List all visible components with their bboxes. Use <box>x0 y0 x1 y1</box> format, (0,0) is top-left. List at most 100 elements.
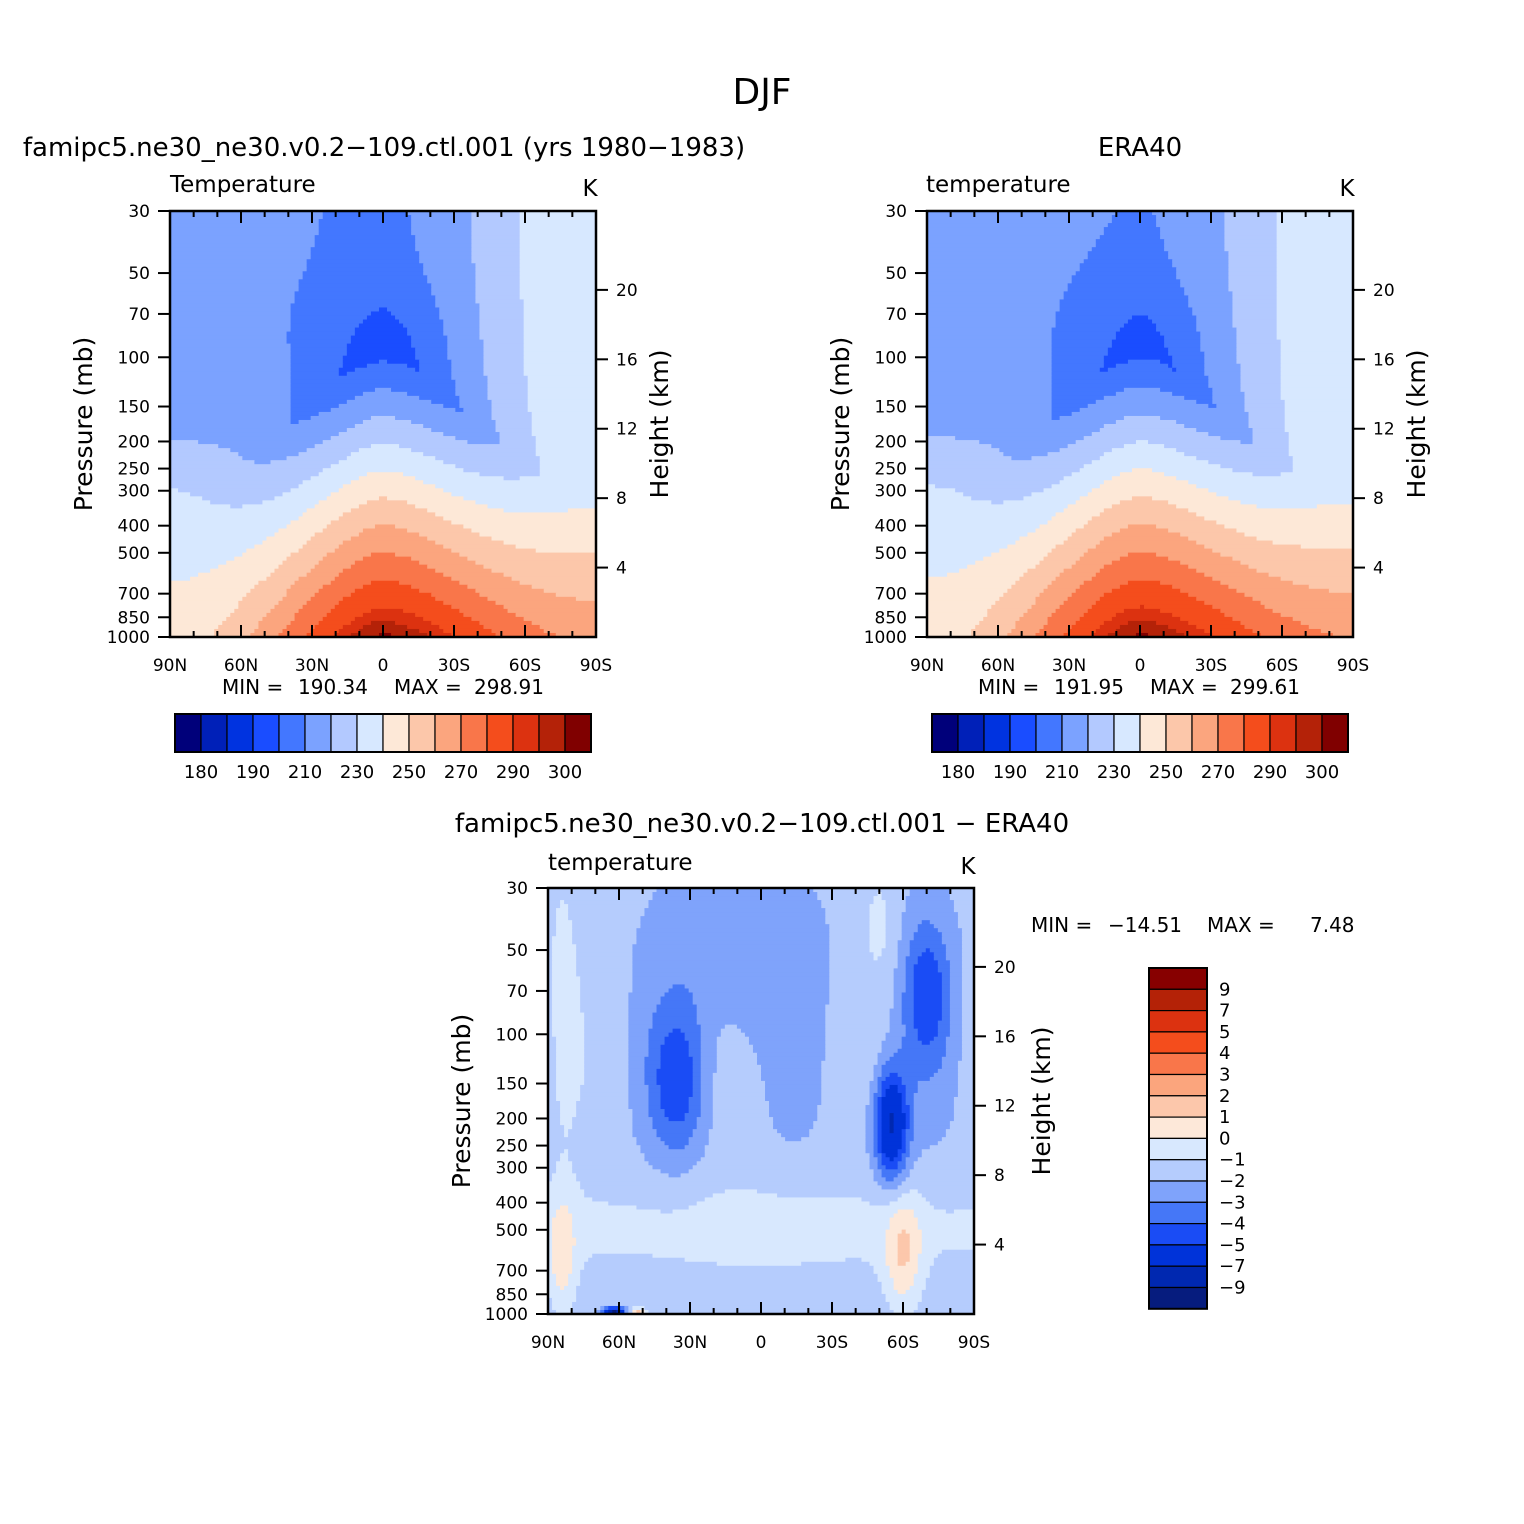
field-cell <box>407 211 473 216</box>
field-cell <box>170 492 191 497</box>
field-cell <box>354 424 424 429</box>
field-cell <box>885 1060 943 1066</box>
field-cell <box>917 1189 975 1195</box>
field-cell <box>1228 496 1354 501</box>
field-cell <box>1308 624 1354 630</box>
field-cell <box>314 532 360 538</box>
field-cell <box>568 1205 638 1211</box>
field-cell <box>881 1141 903 1146</box>
field-cell <box>306 540 344 546</box>
field-cell <box>310 596 344 602</box>
field-cell <box>302 512 344 518</box>
field-cell <box>913 1273 931 1279</box>
field-cell <box>290 620 320 626</box>
field-cell <box>1103 592 1189 598</box>
field-cell <box>917 1080 959 1086</box>
field-cell <box>881 1129 891 1134</box>
field-cell <box>1107 632 1137 638</box>
field-cell <box>660 1044 690 1050</box>
field-cell <box>941 996 951 1002</box>
field-cell <box>576 968 633 973</box>
field-cell <box>290 363 344 369</box>
field-cell <box>927 492 964 497</box>
field-cell <box>949 960 963 965</box>
field-cell <box>479 319 525 325</box>
field-cell <box>1059 448 1113 453</box>
field-cell <box>1236 588 1330 594</box>
field-cell <box>893 1157 903 1162</box>
field-cell <box>901 928 919 933</box>
field-cell <box>560 1101 577 1106</box>
field-cell <box>1276 231 1354 236</box>
field-cell <box>1148 632 1185 638</box>
field-cell <box>1051 327 1121 333</box>
colorbar-label: 270 <box>444 762 478 783</box>
field-cell <box>889 1117 895 1122</box>
field-cell <box>1095 243 1165 248</box>
field-cell <box>652 896 818 901</box>
field-cell <box>925 1281 975 1287</box>
field-cell <box>548 1309 557 1315</box>
field-cell <box>568 1149 642 1154</box>
field-cell <box>552 1245 573 1251</box>
field-cell <box>881 1289 899 1295</box>
field-cell <box>660 1137 690 1142</box>
field-cell <box>660 1048 690 1054</box>
field-cell <box>877 1137 883 1142</box>
field-cell <box>644 1068 658 1074</box>
field-cell <box>576 1285 883 1291</box>
field-cell <box>170 516 300 522</box>
field-cell <box>644 908 826 913</box>
field-cell <box>672 1209 899 1215</box>
field-cell <box>290 323 360 329</box>
field-cell <box>1292 580 1354 586</box>
field-cell <box>560 904 569 909</box>
field-cell <box>632 1117 654 1122</box>
field-cell <box>712 1096 766 1102</box>
panel-model-title: famipc5.ne30_ne30.v0.2−109.ctl.001 (yrs … <box>23 133 745 163</box>
field-cell <box>358 476 416 481</box>
field-cell <box>487 596 577 602</box>
field-cell <box>487 391 529 397</box>
field-cell <box>648 1113 666 1118</box>
field-cell <box>1055 576 1093 582</box>
field-cell <box>881 1084 891 1090</box>
field-cell <box>254 544 304 550</box>
field-cell <box>568 1277 581 1283</box>
field-cell <box>580 984 633 990</box>
field-cell <box>809 1129 867 1134</box>
field-cell <box>427 275 477 280</box>
field-cell <box>415 235 473 240</box>
field-cell <box>877 1129 883 1134</box>
field-cell <box>716 1048 754 1054</box>
field-cell <box>170 424 356 429</box>
field-cell <box>628 1040 650 1046</box>
field-cell <box>459 403 493 409</box>
field-cell <box>656 1004 698 1010</box>
field-cell <box>1083 552 1129 558</box>
field-cell <box>572 1121 633 1126</box>
field-cell <box>471 251 521 256</box>
field-cell <box>881 1173 899 1178</box>
field-cell <box>572 1161 650 1166</box>
plot-model-field <box>170 211 597 638</box>
field-cell <box>1276 335 1354 341</box>
field-cell <box>431 620 481 626</box>
field-cell <box>270 608 300 614</box>
field-cell <box>712 1084 766 1090</box>
colorbar-label: 180 <box>184 762 218 783</box>
field-cell <box>294 299 436 305</box>
field-cell <box>1115 391 1173 397</box>
field-cell <box>491 407 529 413</box>
field-cell <box>523 343 597 349</box>
field-cell <box>901 1040 923 1046</box>
field-cell <box>338 371 348 377</box>
field-cell <box>660 1101 690 1106</box>
field-cell <box>527 375 597 381</box>
field-cell <box>548 1301 553 1307</box>
field-cell <box>523 315 597 321</box>
field-cell <box>905 964 915 969</box>
field-cell <box>897 1149 907 1154</box>
field-cell <box>568 1157 646 1162</box>
field-cell <box>556 1309 573 1315</box>
